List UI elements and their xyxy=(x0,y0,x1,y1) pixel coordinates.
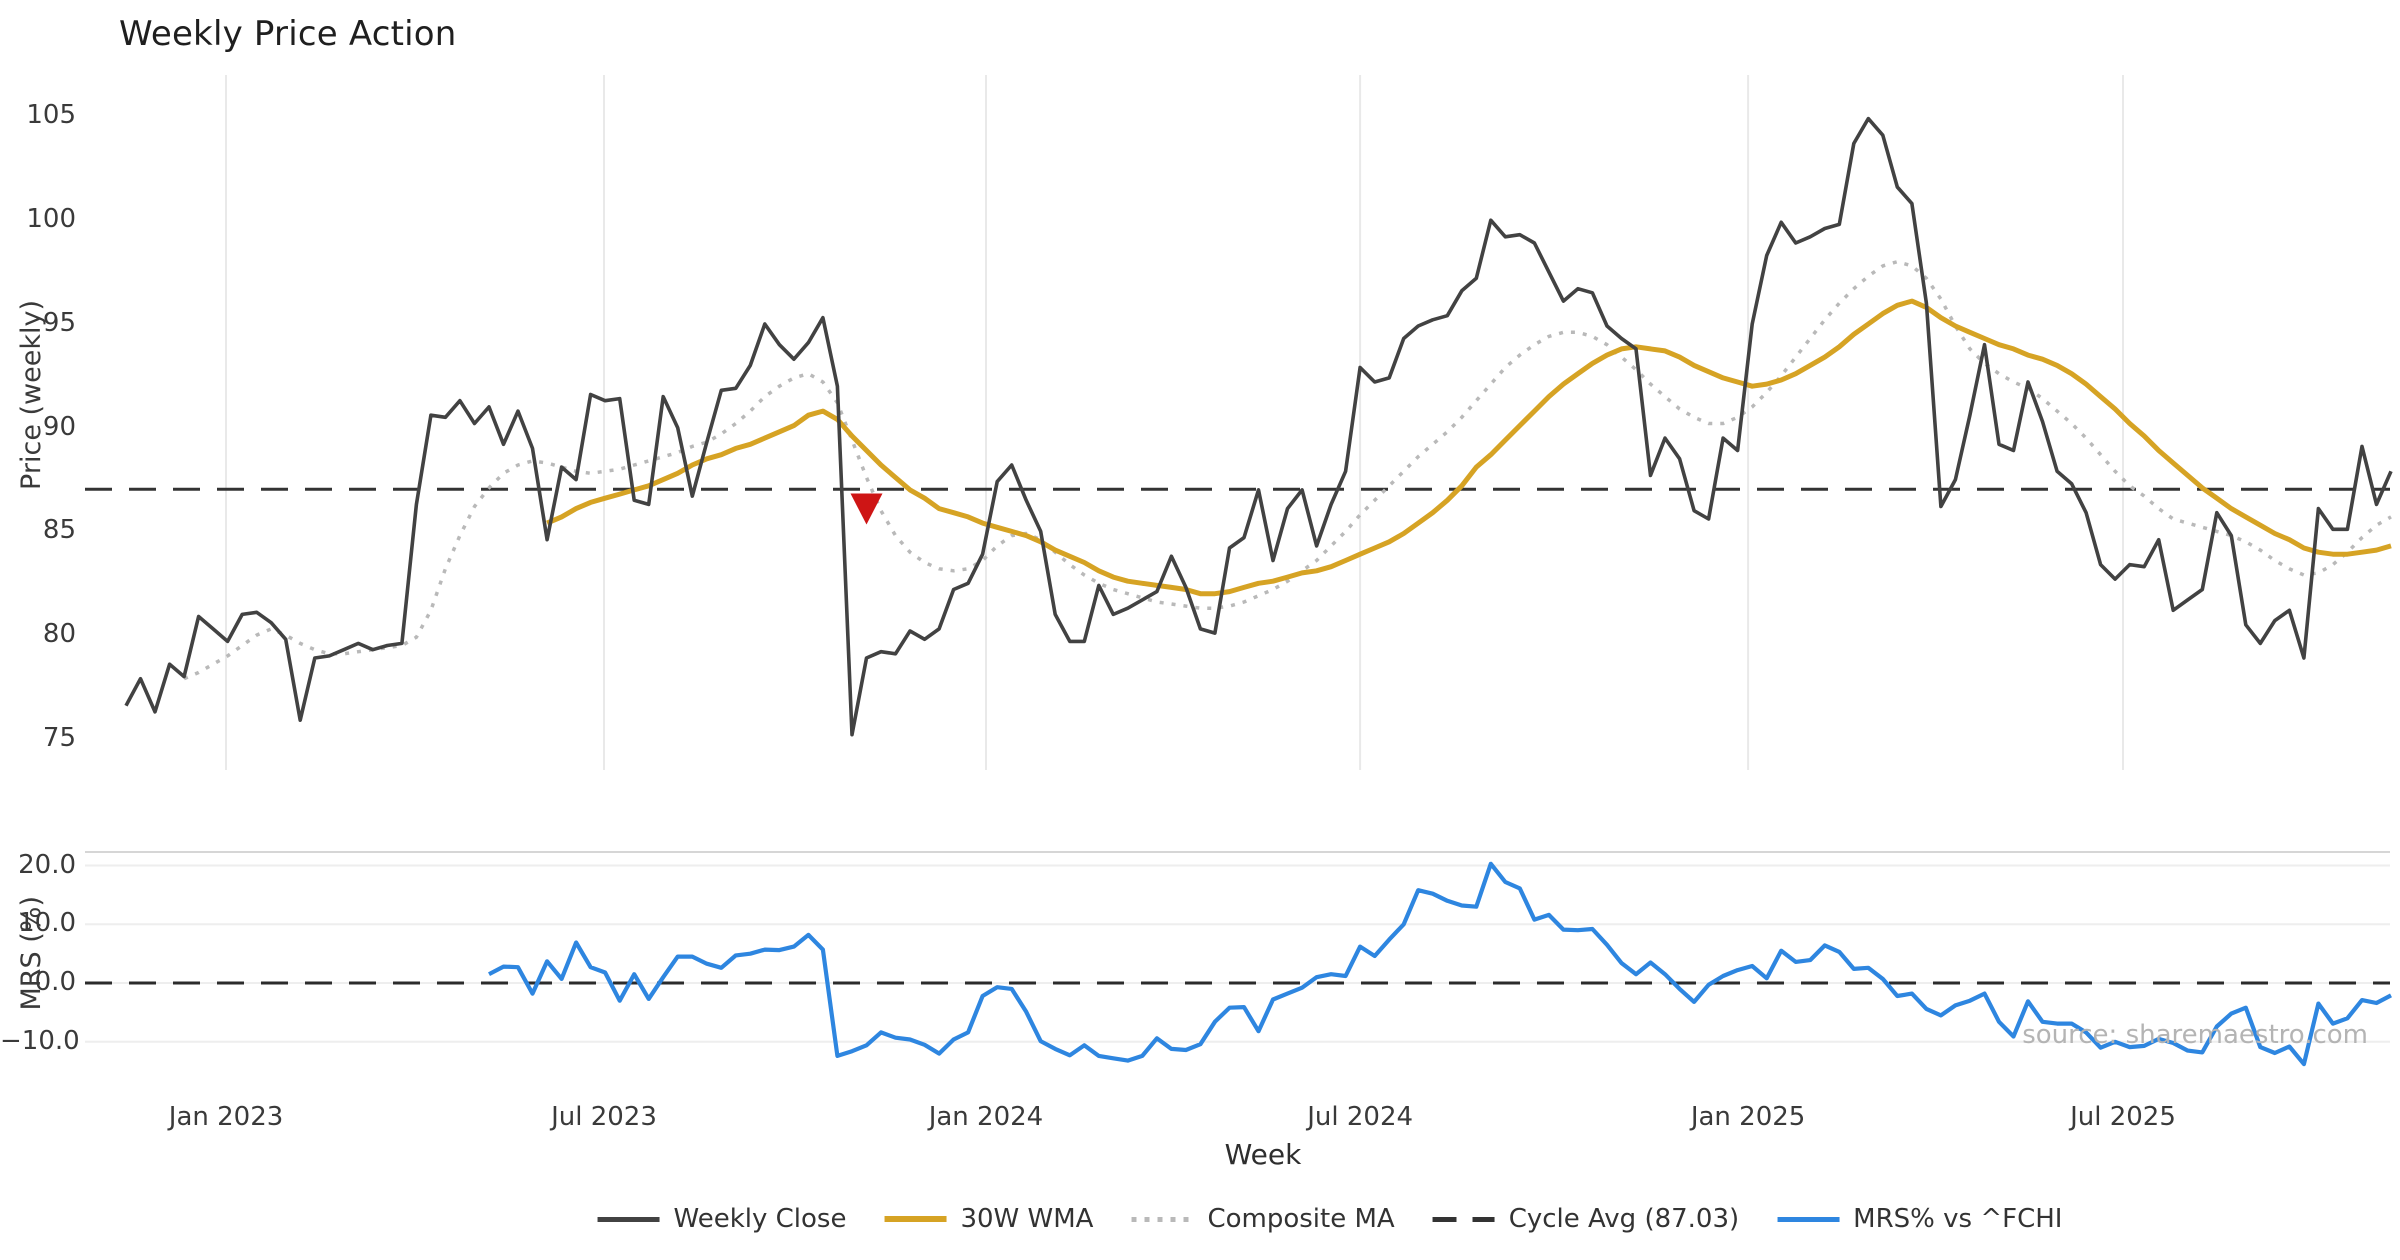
legend-item-weekly-close: Weekly Close xyxy=(597,1204,847,1234)
legend-swatch-dotted xyxy=(1131,1216,1194,1222)
series-line-composite-ma xyxy=(183,259,2392,681)
legend-label: Weekly Close xyxy=(673,1204,847,1234)
price-y-tick-label: 80 xyxy=(42,619,76,650)
legend-swatch-solid xyxy=(597,1216,660,1222)
legend-label: 30W WMA xyxy=(960,1204,1094,1234)
x-tick-label: Jan 2025 xyxy=(1690,1102,1806,1132)
legend-item-cycle-avg-87-03-: Cycle Avg (87.03) xyxy=(1432,1204,1740,1234)
chart-title: Weekly Price Action xyxy=(119,14,457,54)
series-line-30w-wma xyxy=(546,298,2392,597)
sell-signal-marker xyxy=(850,493,883,525)
price-y-tick-label: 75 xyxy=(42,722,76,753)
mrs-y-tick-label: 20.0 xyxy=(18,849,76,880)
mrs-y-tick-label: 10.0 xyxy=(18,908,76,939)
price-y-tick-label: 100 xyxy=(26,204,76,235)
legend-item-composite-ma: Composite MA xyxy=(1131,1204,1395,1234)
legend-swatch-solid xyxy=(884,1216,947,1222)
x-axis-label: Week xyxy=(1224,1138,1302,1171)
legend-label: MRS% vs ^FCHI xyxy=(1853,1204,2063,1234)
x-tick-label: Jan 2023 xyxy=(168,1102,284,1132)
series-line-weekly-close xyxy=(124,116,2393,737)
mrs-y-tick-label: 0.0 xyxy=(34,967,76,998)
series-line-mrs-vs-fchi xyxy=(488,861,2392,1067)
legend-swatch-dashed xyxy=(1432,1216,1495,1222)
source-watermark: source: sharemaestro.com xyxy=(2022,1020,2368,1050)
chart-legend: Weekly Close 30W WMA Composite MA Cycle Avg… xyxy=(597,1204,2062,1234)
x-tick-label: Jul 2025 xyxy=(2070,1102,2176,1132)
legend-label: Cycle Avg (87.03) xyxy=(1508,1204,1740,1234)
legend-item-mrs-vs-fchi: MRS% vs ^FCHI xyxy=(1777,1204,2062,1234)
x-tick-label: Jul 2024 xyxy=(1307,1102,1414,1132)
mrs-y-tick-label: −10.0 xyxy=(0,1025,80,1056)
legend-swatch-solid xyxy=(1777,1216,1840,1222)
legend-label: Composite MA xyxy=(1207,1204,1395,1234)
price-y-tick-label: 95 xyxy=(42,307,76,338)
x-tick-label: Jan 2024 xyxy=(928,1102,1044,1132)
price-y-tick-label: 105 xyxy=(26,100,76,131)
price-y-tick-label: 90 xyxy=(42,411,76,442)
legend-item-30w-wma: 30W WMA xyxy=(884,1204,1093,1234)
price-y-tick-label: 85 xyxy=(42,515,76,546)
x-tick-label: Jul 2023 xyxy=(551,1102,657,1132)
